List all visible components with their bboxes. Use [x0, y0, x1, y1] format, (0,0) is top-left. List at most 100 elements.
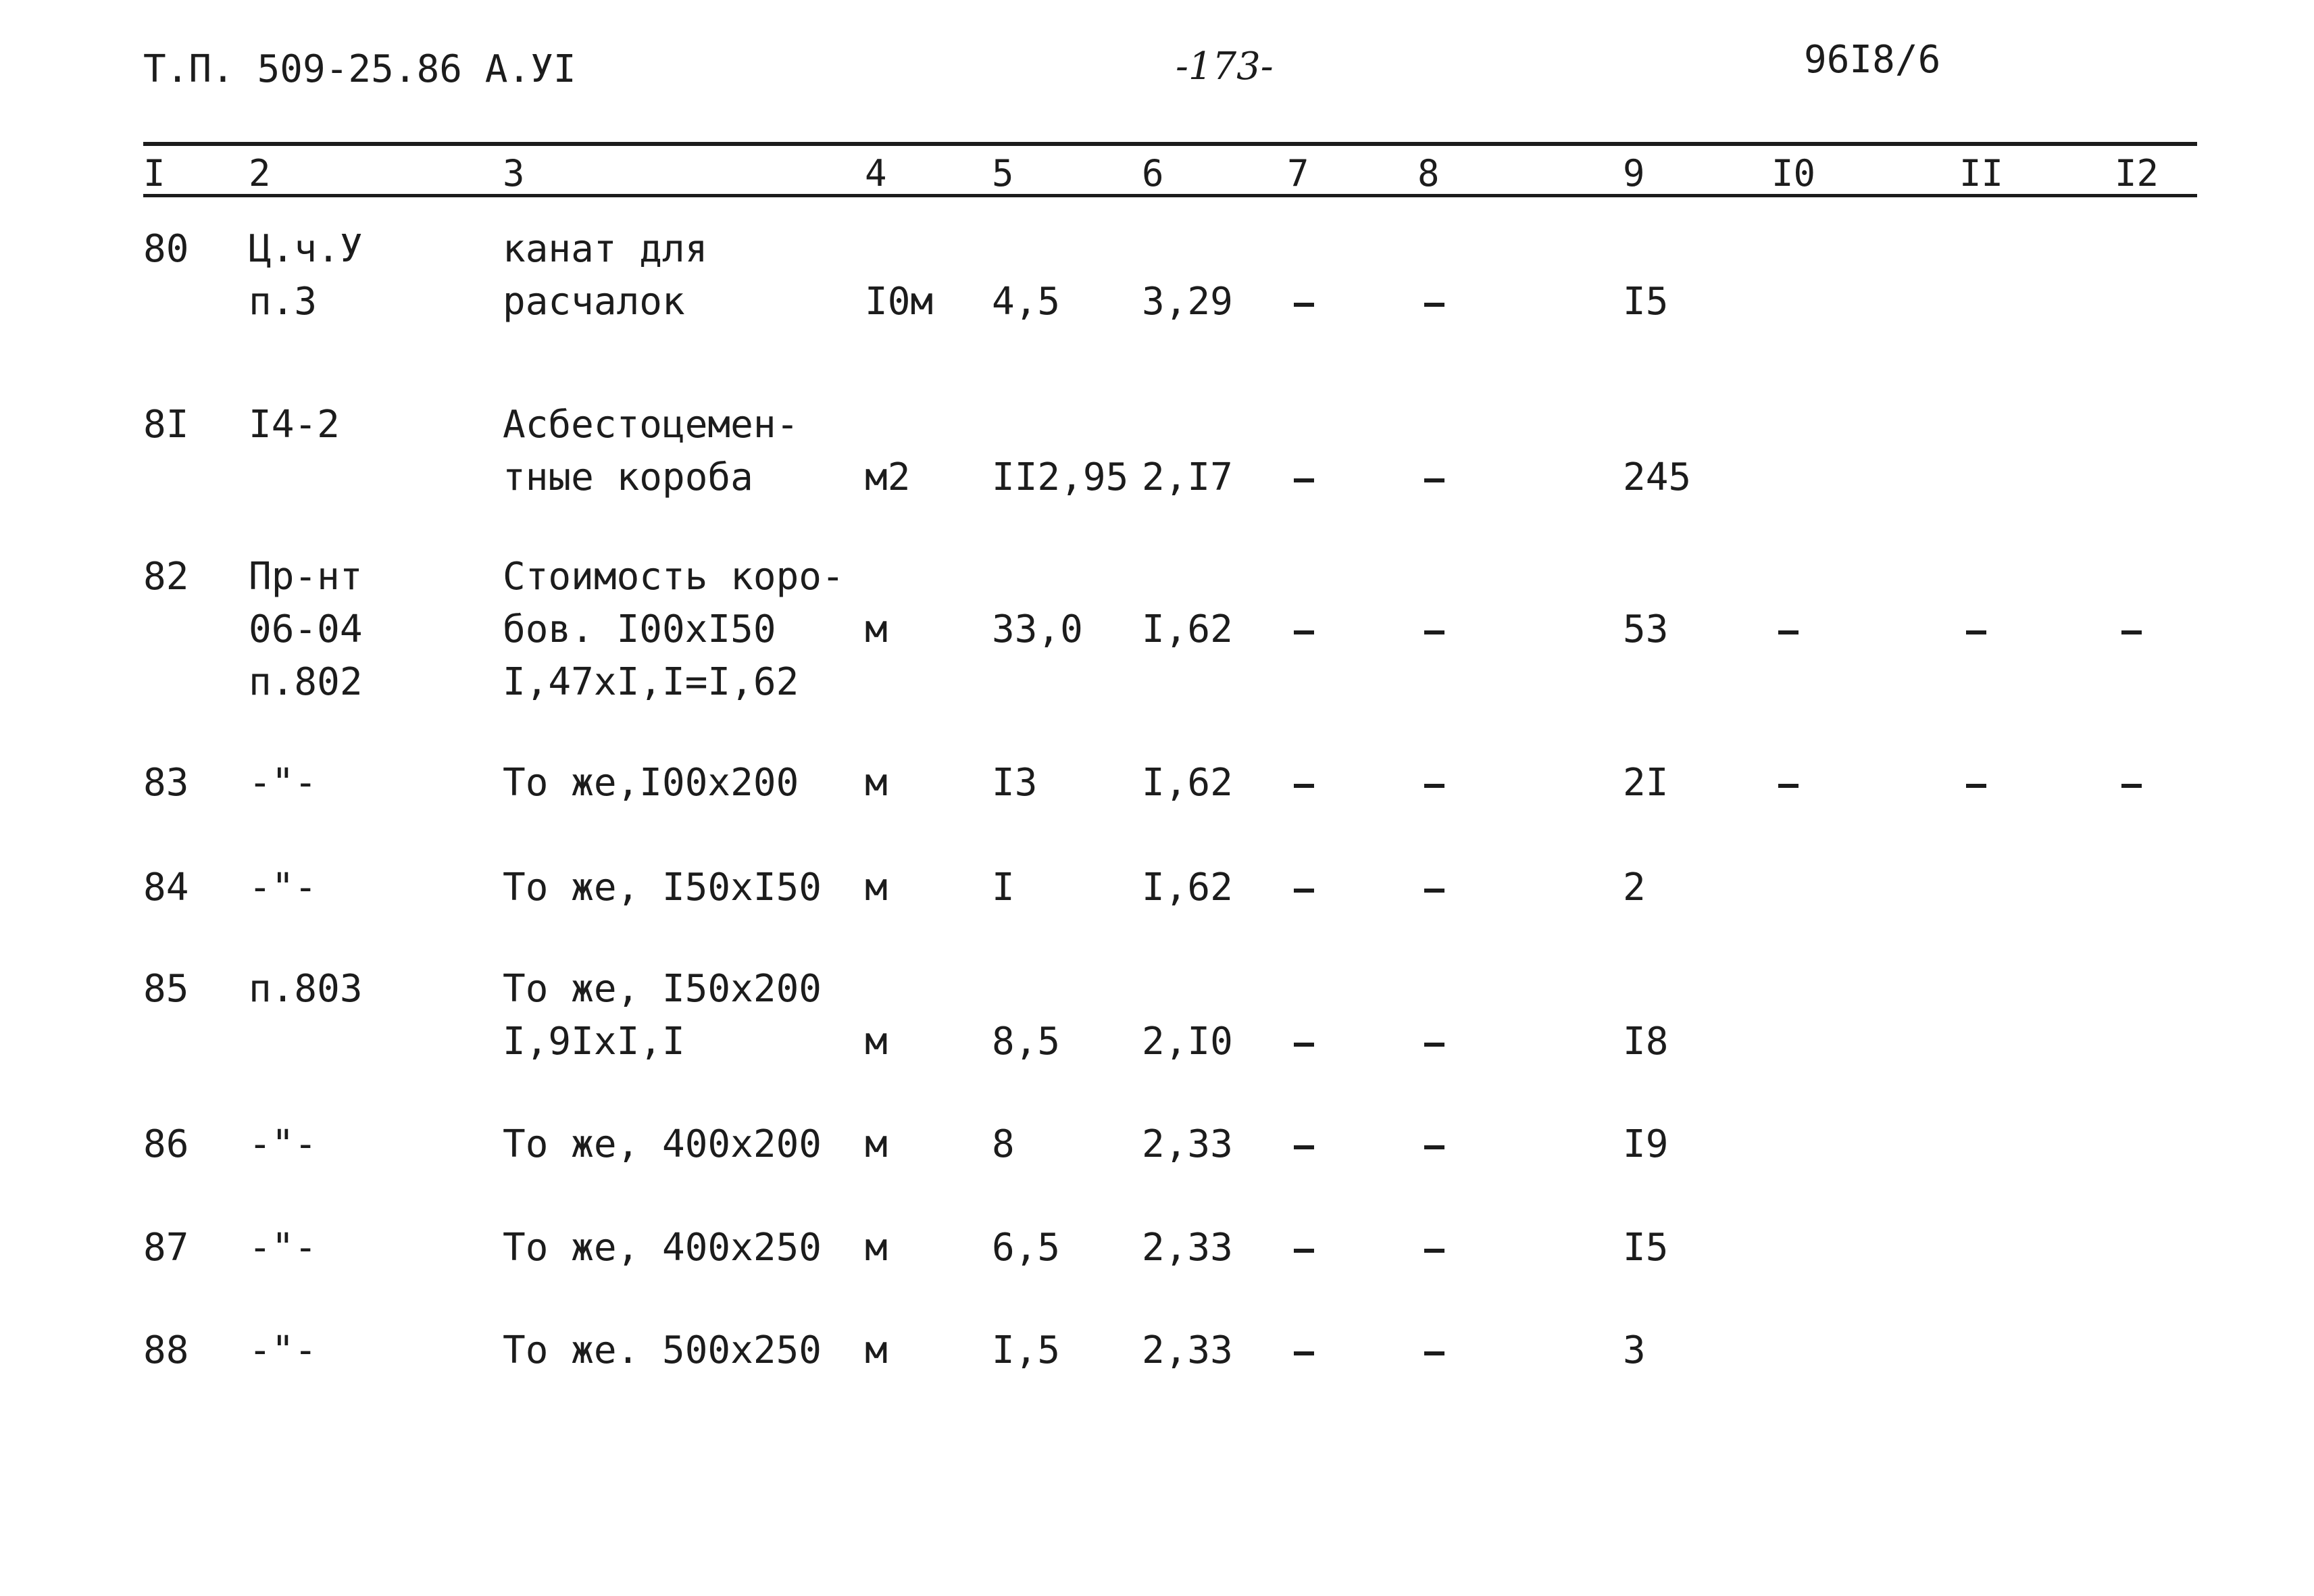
- cell-r1-c6: 3,29: [1142, 280, 1233, 324]
- cell-r4-c4: м: [865, 761, 888, 805]
- dash-cell-r6-c8: [1424, 1043, 1444, 1047]
- dash-cell-r3-c8: [1424, 630, 1444, 634]
- dash-cell-r7-c7: [1294, 1145, 1314, 1149]
- cell-r4-c3: То же,I00х200: [503, 761, 799, 805]
- cell-r8-c2: -"-: [249, 1226, 318, 1270]
- column-header-2: 2: [249, 152, 271, 195]
- cell-r8-c6: 2,33: [1142, 1226, 1233, 1270]
- cell-r4-c9: 2I: [1623, 761, 1669, 805]
- dash-cell-r4-c7: [1294, 784, 1314, 788]
- dash-cell-r9-c7: [1294, 1351, 1314, 1355]
- sheet-number: 96I8/6: [1804, 38, 1941, 82]
- cell-r9-c5: I,5: [992, 1328, 1061, 1372]
- cell-r2-c9: 245: [1623, 455, 1692, 499]
- cell-r6-c3: То же, I50х200 I,9IхI,I: [503, 967, 822, 1064]
- cell-r9-c2: -"-: [249, 1328, 318, 1372]
- column-header-10: I0: [1771, 152, 1816, 195]
- dash-cell-r8-c7: [1294, 1249, 1314, 1253]
- column-header-4: 4: [865, 152, 887, 195]
- cell-r2-c6: 2,I7: [1142, 455, 1233, 499]
- cell-r4-c2: -"-: [249, 761, 318, 805]
- dash-cell-r4-c8: [1424, 784, 1444, 788]
- cell-r1-c2: Ц.ч.У п.3: [249, 227, 363, 324]
- cell-r2-c1: 8I: [143, 403, 189, 447]
- cell-r5-c1: 84: [143, 866, 189, 909]
- cell-r8-c3: То же, 400х250: [503, 1226, 822, 1270]
- cell-r7-c4: м: [865, 1122, 888, 1166]
- column-header-3: 3: [503, 152, 525, 195]
- dash-cell-r2-c7: [1294, 478, 1314, 482]
- dash-cell-r8-c8: [1424, 1249, 1444, 1253]
- cell-r1-c4: I0м: [865, 280, 934, 324]
- cell-r9-c6: 2,33: [1142, 1328, 1233, 1372]
- cell-r2-c5: II2,95: [992, 455, 1129, 499]
- cell-r5-c2: -"-: [249, 866, 318, 909]
- cell-r7-c1: 86: [143, 1122, 189, 1166]
- cell-r3-c9: 53: [1623, 607, 1669, 651]
- column-header-1: I: [143, 152, 166, 195]
- cell-r7-c5: 8: [992, 1122, 1015, 1166]
- cell-r6-c2: п.803: [249, 967, 363, 1011]
- cell-r5-c3: То же, I50хI50: [503, 866, 822, 909]
- dash-cell-r1-c7: [1294, 303, 1314, 307]
- dash-cell-r3-c11: [1966, 630, 1986, 634]
- cell-r3-c2: Пр-нт 06-04 п.802: [249, 555, 363, 704]
- cell-r5-c4: м: [865, 866, 888, 909]
- cell-r2-c3: Асбестоцемен- тные короба: [503, 403, 799, 499]
- dash-cell-r2-c8: [1424, 478, 1444, 482]
- column-header-12: I2: [2115, 152, 2159, 195]
- cell-r3-c4: м: [865, 607, 888, 651]
- cell-r5-c9: 2: [1623, 866, 1646, 909]
- dash-cell-r9-c8: [1424, 1351, 1444, 1355]
- dash-cell-r3-c7: [1294, 630, 1314, 634]
- cell-r7-c3: То же, 400х200: [503, 1122, 822, 1166]
- cell-r6-c5: 8,5: [992, 1020, 1061, 1064]
- cell-r7-c6: 2,33: [1142, 1122, 1233, 1166]
- cell-r9-c9: 3: [1623, 1328, 1646, 1372]
- cell-r9-c1: 88: [143, 1328, 189, 1372]
- cell-r4-c1: 83: [143, 761, 189, 805]
- cell-r4-c6: I,62: [1142, 761, 1233, 805]
- cell-r8-c5: 6,5: [992, 1226, 1061, 1270]
- cell-r7-c2: -"-: [249, 1122, 318, 1166]
- cell-r1-c5: 4,5: [992, 280, 1061, 324]
- page-number: -173-: [1176, 45, 1274, 89]
- dash-cell-r3-c10: [1778, 630, 1799, 634]
- dash-cell-r4-c12: [2121, 784, 2142, 788]
- cell-r6-c9: I8: [1623, 1020, 1669, 1064]
- dash-cell-r5-c8: [1424, 889, 1444, 893]
- dash-cell-r4-c10: [1778, 784, 1799, 788]
- dash-cell-r5-c7: [1294, 889, 1314, 893]
- cell-r6-c6: 2,I0: [1142, 1020, 1233, 1064]
- column-header-7: 7: [1287, 152, 1309, 195]
- cell-r8-c4: м: [865, 1226, 888, 1270]
- cell-r8-c9: I5: [1623, 1226, 1669, 1270]
- cell-r6-c1: 85: [143, 967, 189, 1011]
- cell-r5-c6: I,62: [1142, 866, 1233, 909]
- cell-r7-c9: I9: [1623, 1122, 1669, 1166]
- cell-r1-c9: I5: [1623, 280, 1669, 324]
- column-header-8: 8: [1417, 152, 1440, 195]
- column-header-9: 9: [1623, 152, 1645, 195]
- column-header-6: 6: [1142, 152, 1164, 195]
- dash-cell-r7-c8: [1424, 1145, 1444, 1149]
- cell-r3-c3: Стоимость коро- бов. I00хI50 I,47хI,I=I,…: [503, 555, 845, 704]
- cell-r5-c5: I: [992, 866, 1015, 909]
- document-code: Т.П. 509-25.86 А.УI: [143, 47, 576, 91]
- dash-cell-r1-c8: [1424, 303, 1444, 307]
- dash-cell-r6-c7: [1294, 1043, 1314, 1047]
- dash-cell-r4-c11: [1966, 784, 1986, 788]
- cell-r3-c5: 33,0: [992, 607, 1083, 651]
- column-header-5: 5: [992, 152, 1014, 195]
- cell-r1-c1: 80: [143, 227, 189, 271]
- cell-r9-c4: м: [865, 1328, 888, 1372]
- cell-r8-c1: 87: [143, 1226, 189, 1270]
- cell-r2-c2: I4-2: [249, 403, 340, 447]
- table-top-rule: [143, 142, 2197, 146]
- dash-cell-r3-c12: [2121, 630, 2142, 634]
- cell-r3-c1: 82: [143, 555, 189, 599]
- table-header-rule: [143, 194, 2197, 197]
- cell-r3-c6: I,62: [1142, 607, 1233, 651]
- cell-r4-c5: I3: [992, 761, 1038, 805]
- cell-r2-c4: м2: [865, 455, 911, 499]
